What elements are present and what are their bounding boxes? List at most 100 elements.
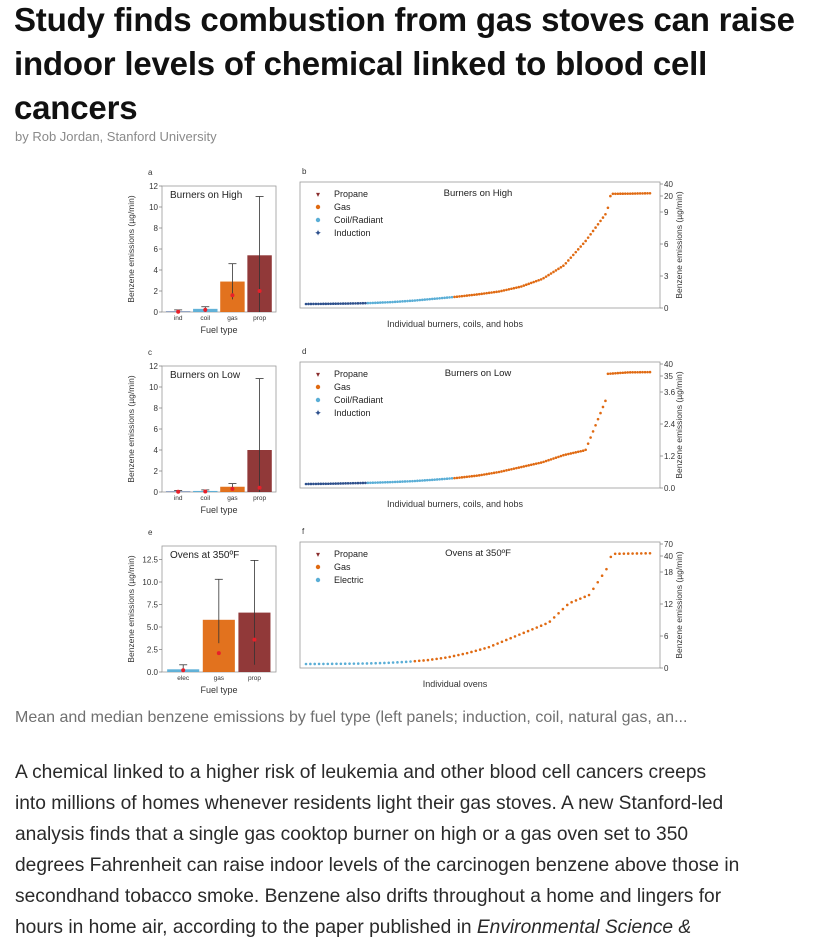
y-tick-label: 3.6 bbox=[664, 388, 676, 397]
data-point-coil bbox=[413, 299, 417, 302]
data-point-induction bbox=[354, 481, 357, 485]
data-point-gas bbox=[539, 278, 543, 281]
data-point-gas bbox=[422, 659, 425, 662]
data-point-induction bbox=[331, 482, 335, 485]
data-point-induction bbox=[329, 482, 333, 485]
legend-marker bbox=[315, 397, 321, 403]
data-point-gas bbox=[492, 471, 496, 475]
data-point-gas bbox=[522, 631, 526, 635]
data-point-gas bbox=[500, 289, 503, 293]
data-point-coil bbox=[448, 296, 451, 299]
data-point-gas bbox=[505, 469, 508, 472]
data-point-gas bbox=[517, 285, 521, 289]
data-point-gas bbox=[535, 626, 539, 629]
data-point-gas bbox=[524, 464, 528, 468]
data-point-gas bbox=[534, 462, 538, 465]
data-point-gas bbox=[601, 405, 605, 409]
data-point-induction bbox=[359, 481, 362, 485]
x-tick-label: elec bbox=[177, 675, 190, 682]
data-point-coil bbox=[403, 299, 407, 303]
data-point-gas bbox=[453, 476, 456, 480]
legend-marker bbox=[315, 217, 321, 223]
data-point-gas bbox=[596, 580, 600, 584]
data-point-electric bbox=[378, 661, 382, 665]
data-point-coil bbox=[428, 478, 432, 482]
data-point-electric bbox=[370, 662, 373, 665]
data-point-gas bbox=[579, 245, 583, 248]
data-point-gas bbox=[502, 469, 506, 473]
data-point-gas bbox=[579, 597, 582, 600]
data-point-gas bbox=[468, 475, 471, 478]
data-point-coil bbox=[371, 301, 375, 305]
data-point-gas bbox=[480, 292, 484, 296]
data-point-induction bbox=[349, 302, 352, 305]
data-point-gas bbox=[586, 236, 590, 239]
body-line: analysis finds that a single gas cooktop… bbox=[15, 824, 689, 845]
data-point-coil bbox=[391, 480, 394, 484]
data-point-induction bbox=[334, 482, 337, 485]
journal-name[interactable]: Environmental Science & bbox=[476, 917, 692, 938]
legend-label: Gas bbox=[334, 382, 351, 392]
data-point-induction bbox=[341, 302, 345, 305]
legend-marker bbox=[315, 577, 321, 583]
byline[interactable]: by Rob Jordan, Stanford University bbox=[15, 129, 217, 144]
panel-label: c bbox=[148, 348, 152, 357]
data-point-gas bbox=[564, 453, 568, 456]
median-marker bbox=[230, 486, 235, 491]
data-point-coil bbox=[369, 481, 372, 485]
data-point-gas bbox=[487, 472, 491, 475]
chart-title: Burners on High bbox=[170, 190, 242, 201]
data-point-gas bbox=[483, 647, 486, 650]
legend-label: Propane bbox=[334, 189, 368, 199]
data-point-coil bbox=[386, 300, 389, 304]
data-point-gas bbox=[606, 206, 610, 210]
y-tick-label: 6 bbox=[154, 425, 159, 434]
data-point-gas bbox=[596, 222, 600, 226]
data-point-coil bbox=[435, 297, 439, 300]
data-point-gas bbox=[520, 465, 523, 469]
scatter-axes-frame bbox=[299, 181, 661, 309]
chart-title: Burners on High bbox=[444, 188, 513, 199]
data-point-gas bbox=[517, 466, 521, 469]
data-point-gas bbox=[623, 371, 627, 374]
data-point-gas bbox=[468, 294, 471, 297]
data-point-gas bbox=[491, 644, 495, 647]
data-point-gas bbox=[584, 239, 587, 243]
data-point-induction bbox=[334, 302, 337, 305]
data-point-gas bbox=[639, 552, 643, 555]
data-point-gas bbox=[548, 620, 552, 623]
data-point-gas bbox=[564, 261, 568, 265]
data-point-gas bbox=[458, 476, 461, 479]
figure-caption[interactable]: Mean and median benzene emissions by fue… bbox=[15, 709, 688, 726]
y-tick-label: 40 bbox=[664, 552, 673, 561]
data-point-gas bbox=[430, 658, 434, 661]
data-point-gas bbox=[495, 290, 498, 294]
data-point-induction bbox=[314, 482, 318, 486]
body-line: degrees Fahrenheit can raise indoor leve… bbox=[15, 855, 740, 876]
legend-label: Gas bbox=[334, 202, 351, 212]
data-point-induction bbox=[351, 302, 355, 305]
data-point-coil bbox=[411, 299, 414, 302]
y-tick-label: 6 bbox=[154, 245, 159, 254]
legend-marker: ✦ bbox=[314, 228, 322, 238]
data-point-gas bbox=[526, 629, 530, 633]
data-point-induction bbox=[351, 481, 355, 485]
data-point-gas bbox=[435, 657, 438, 661]
data-point-gas bbox=[505, 638, 508, 642]
data-point-gas bbox=[522, 465, 526, 468]
data-point-gas bbox=[475, 293, 479, 296]
benzene-figure[interactable]: a Burners on High Benzene emissions (µg/mi… bbox=[120, 162, 688, 702]
data-point-gas bbox=[599, 219, 602, 223]
data-point-gas bbox=[574, 250, 578, 254]
y-tick-label: 8 bbox=[154, 404, 159, 413]
data-point-coil bbox=[393, 300, 397, 304]
data-point-gas bbox=[482, 473, 486, 476]
data-point-gas bbox=[439, 656, 443, 660]
data-point-gas bbox=[643, 370, 647, 374]
data-point-gas bbox=[510, 287, 513, 291]
data-point-gas bbox=[621, 192, 625, 195]
data-point-gas bbox=[587, 593, 591, 597]
y-tick-label: 10.0 bbox=[142, 578, 158, 587]
data-point-gas bbox=[648, 191, 652, 195]
